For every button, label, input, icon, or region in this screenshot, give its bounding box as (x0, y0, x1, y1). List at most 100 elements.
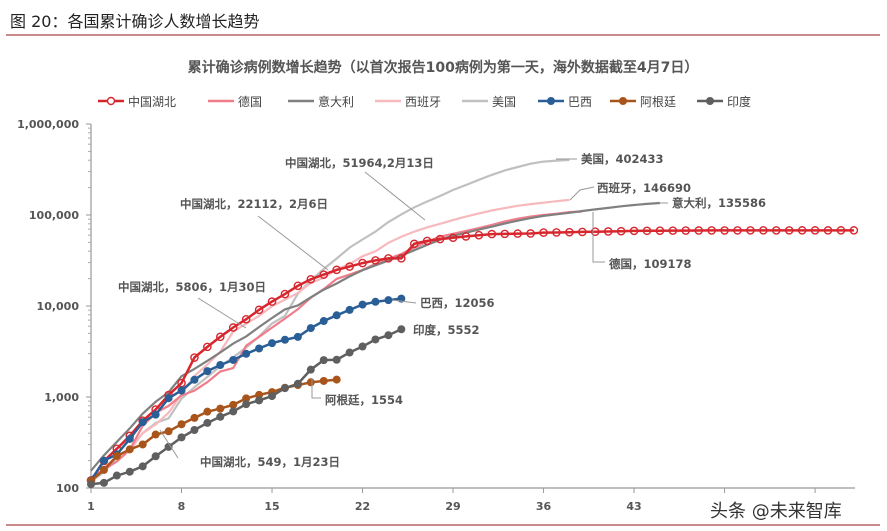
data-point (629, 226, 639, 236)
series-1 (90, 210, 583, 479)
data-point (552, 228, 561, 237)
data-point (358, 342, 367, 351)
annotation-leader (592, 212, 605, 263)
data-point (332, 311, 341, 320)
data-point (319, 317, 328, 326)
data-point (358, 258, 367, 268)
data-point (293, 281, 303, 291)
legend-item: 印度 (697, 94, 751, 109)
data-point (151, 452, 160, 461)
data-point (190, 353, 199, 362)
data-point (216, 404, 225, 413)
x-tick-label: 43 (626, 500, 641, 513)
chart-title: 累计确诊病例数增长趋势（以首次报告100病例为第一天，海外数据截至4月7日） (188, 59, 699, 76)
data-point (268, 339, 277, 348)
data-point (578, 227, 587, 237)
x-tick-label: 1 (87, 500, 95, 513)
data-point (345, 348, 354, 357)
data-point (293, 379, 302, 388)
data-point (797, 226, 807, 235)
series-line (89, 297, 402, 482)
legend-item: 阿根廷 (610, 95, 676, 109)
data-point (306, 365, 315, 374)
data-point (229, 407, 238, 416)
data-point (384, 296, 393, 305)
data-point (164, 394, 173, 403)
annotation-label: 德国，109178 (608, 257, 692, 271)
legend-marker (547, 97, 555, 105)
data-point (707, 226, 716, 235)
data-point (203, 367, 212, 376)
data-point (461, 232, 471, 241)
figure-title: 图 20：各国累计确诊人数增长趋势 (10, 12, 260, 31)
annotation-label: 中国湖北，5806，1月30日 (118, 280, 266, 294)
y-tick-label: 10,000 (37, 300, 80, 313)
data-point (99, 465, 108, 474)
series-line (90, 198, 570, 482)
annotation-label: 巴西，12056 (420, 296, 495, 310)
data-point (371, 256, 380, 265)
data-point (371, 335, 380, 344)
data-point (254, 305, 264, 315)
data-point (694, 226, 704, 235)
data-point (216, 412, 225, 421)
data-point (823, 226, 833, 235)
data-point (151, 430, 160, 439)
legend-item: 德国 (208, 94, 262, 109)
data-point (280, 289, 290, 299)
data-point (242, 349, 251, 358)
series-3 (90, 198, 570, 482)
x-tick-label: 8 (178, 500, 186, 513)
x-tick-label: 22 (355, 500, 370, 513)
series-line (90, 210, 583, 479)
data-point (849, 226, 859, 235)
data-point (603, 227, 613, 236)
data-point (759, 226, 768, 235)
data-point (215, 332, 225, 342)
data-point (771, 226, 781, 235)
data-point (332, 355, 341, 364)
data-point (112, 471, 121, 480)
annotation-label: 中国湖北，51964,2月13日 (285, 156, 434, 170)
series-line (89, 229, 854, 482)
data-point (409, 239, 419, 249)
legend-label: 西班牙 (405, 95, 441, 109)
data-point (319, 356, 328, 365)
annotation-leader (391, 299, 417, 304)
data-point (655, 226, 665, 235)
data-point (125, 434, 134, 443)
y-tick-label: 1,000,000 (17, 118, 79, 131)
data-point (397, 254, 406, 263)
data-point (99, 478, 108, 487)
annotation-leader (311, 378, 321, 399)
data-point (642, 226, 652, 236)
data-point (138, 440, 147, 449)
data-point (371, 297, 380, 306)
data-point (164, 427, 173, 436)
legend: 中国湖北 德国 意大利 西班牙 美国 巴西 阿根廷 印度 (98, 94, 751, 109)
data-point (539, 228, 548, 237)
annotation-label: 中国湖北，22112，2月6日 (180, 197, 328, 211)
data-point (500, 229, 510, 239)
data-point (293, 332, 302, 341)
data-point (151, 410, 160, 419)
data-point (836, 226, 846, 235)
data-point (358, 300, 367, 309)
legend-label: 阿根廷 (640, 95, 676, 109)
data-point (345, 305, 354, 314)
data-point (216, 361, 225, 370)
y-tick-label: 100 (56, 482, 79, 495)
annotation-label: 印度，5552 (413, 323, 480, 337)
legend-label: 印度 (727, 94, 751, 109)
legend-item: 中国湖北 (98, 94, 176, 109)
data-point (435, 234, 445, 244)
data-point (448, 233, 458, 243)
data-point (397, 325, 406, 334)
data-point (526, 229, 535, 238)
y-tick-label: 1,000 (44, 391, 79, 404)
data-point (332, 375, 341, 384)
data-point (720, 226, 729, 235)
series-7 (87, 325, 406, 489)
data-point (255, 344, 264, 353)
